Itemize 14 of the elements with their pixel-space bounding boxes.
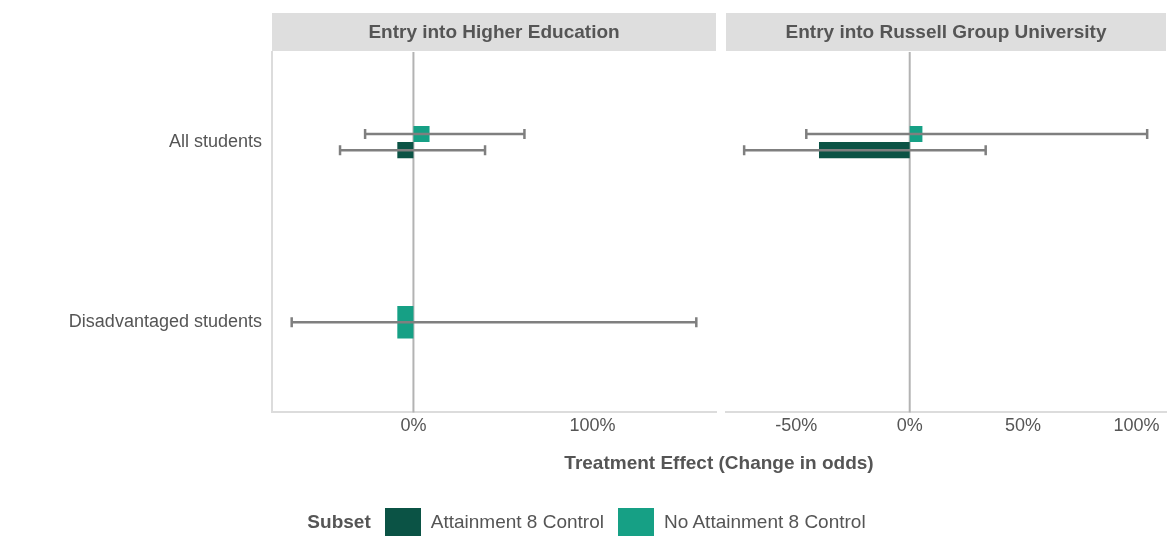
chart-title: Entry into Higher Education xyxy=(368,21,620,43)
y-tick-label: All students xyxy=(168,131,262,152)
x-tick-label: -50% xyxy=(775,415,818,436)
x-tick-label: 0% xyxy=(400,415,427,436)
legend-label: No Attainment 8 Control xyxy=(663,511,866,533)
x-axis-title: Treatment Effect (Change in odds) xyxy=(563,452,875,474)
chart-title: Entry into Russell Group University xyxy=(785,21,1107,43)
legend-label: Attainment 8 Control xyxy=(430,511,604,533)
x-tick-label: 50% xyxy=(1005,415,1042,436)
x-tick-label: 100% xyxy=(569,415,616,436)
x-tick-label: 0% xyxy=(896,415,923,436)
y-tick-label: Disadvantaged students xyxy=(68,311,262,332)
legend-title: Subset xyxy=(307,511,371,533)
x-tick-label: 100% xyxy=(1113,415,1160,436)
